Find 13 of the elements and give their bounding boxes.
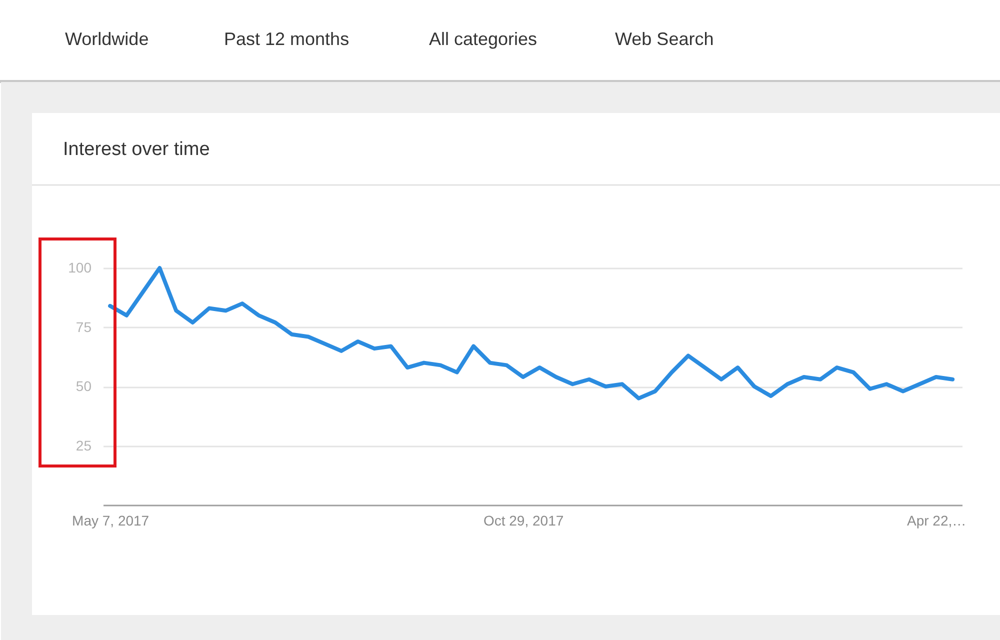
y-tick-label: 25 bbox=[76, 437, 92, 454]
text: Web Search bbox=[615, 29, 714, 49]
text: Past 12 months bbox=[224, 29, 350, 49]
x-tick-label: May 7, 2017 bbox=[72, 512, 150, 528]
y-tick-label: 100 bbox=[68, 260, 92, 276]
y-tick-label: 50 bbox=[76, 378, 92, 394]
text: All categories bbox=[429, 29, 538, 49]
line-series bbox=[108, 266, 955, 400]
x-tick-label: Apr 22,… bbox=[906, 512, 966, 528]
chart-title: Interest over time bbox=[63, 139, 210, 160]
text: Worldwide bbox=[65, 29, 149, 49]
y-tick-label: 75 bbox=[76, 318, 92, 335]
x-tick-label: Oct 29, 2017 bbox=[483, 512, 564, 528]
